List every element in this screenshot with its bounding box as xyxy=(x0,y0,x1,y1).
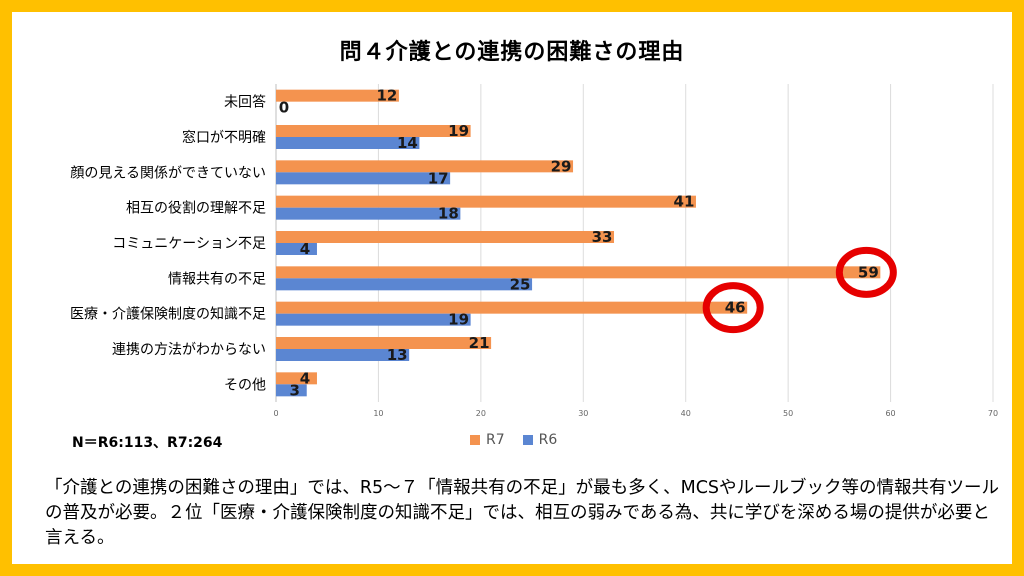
data-label: 3 xyxy=(290,381,300,399)
data-label: 13 xyxy=(387,346,408,364)
bar-r7 xyxy=(276,266,881,279)
data-label: 33 xyxy=(592,228,613,246)
category-label: 連携の方法がわからない xyxy=(112,342,266,358)
x-tick-label: 20 xyxy=(476,409,486,418)
bar-r7 xyxy=(276,160,574,173)
data-label: 41 xyxy=(674,193,695,211)
category-label: 情報共有の不足 xyxy=(168,271,266,287)
legend-swatch-r7 xyxy=(470,435,480,445)
data-label: 18 xyxy=(438,205,459,223)
chart-title: 問４介護との連携の困難さの理由 xyxy=(339,40,685,65)
category-label: 医療・介護保険制度の知識不足 xyxy=(70,306,266,323)
bar-r7 xyxy=(276,195,696,208)
slide-panel: 問４介護との連携の困難さの理由 0 10 20 30 40 50 60 70 未回答 12 0 窓口が… xyxy=(12,12,1012,564)
category-label: 相互の役割の理解不足 xyxy=(126,200,266,217)
bar-r6 xyxy=(276,207,461,220)
caption-text: 「介護との連携の困難さの理由」では、R5～７「情報共有の不足」が最も多く、MCS… xyxy=(45,478,1000,548)
legend-label-r6: R6 xyxy=(538,432,558,448)
data-label: 19 xyxy=(448,122,469,140)
bar-r7 xyxy=(276,125,471,137)
x-tick-label: 30 xyxy=(578,409,588,418)
bar-r6 xyxy=(276,278,533,291)
category-label: 窓口が不明確 xyxy=(182,129,266,146)
bar-r6 xyxy=(276,313,471,326)
x-tick-label: 40 xyxy=(681,409,691,418)
data-label: 0 xyxy=(279,99,289,117)
bar-r6 xyxy=(276,349,410,361)
data-label: 46 xyxy=(725,299,746,317)
bar-r7 xyxy=(276,231,615,243)
bar-r7 xyxy=(276,337,492,349)
highlight-circle xyxy=(835,246,897,298)
bar-r6 xyxy=(276,172,451,185)
legend-swatch-r6 xyxy=(522,435,533,445)
category-label: 未回答 xyxy=(224,94,266,111)
category-label: コミュニケーション不足 xyxy=(112,236,266,252)
data-label: 19 xyxy=(448,311,469,329)
category-label: 顔の見える関係ができていない xyxy=(70,165,266,181)
data-label: 4 xyxy=(300,240,310,258)
bar-chart: 0 10 20 30 40 50 60 70 未回答 12 0 窓口が不明確 19 14 顔の見える関係がで… xyxy=(70,84,998,418)
bar-r6 xyxy=(276,137,420,149)
x-tick-label: 50 xyxy=(783,409,793,418)
highlight-circle xyxy=(702,282,764,334)
sample-size-label: N＝R6:113、R7:264 xyxy=(72,435,223,451)
data-label: 12 xyxy=(376,87,397,105)
data-label: 4 xyxy=(300,369,310,387)
legend-label-r7: R7 xyxy=(486,432,505,448)
x-tick-label: 60 xyxy=(885,409,895,418)
x-tick-label: 70 xyxy=(988,409,998,418)
data-label: 17 xyxy=(428,169,449,187)
bar-r7 xyxy=(276,372,317,385)
data-label: 25 xyxy=(510,275,531,293)
data-label: 59 xyxy=(858,263,879,281)
bar-r6 xyxy=(276,243,317,255)
bar-r7 xyxy=(276,301,748,314)
chart-legend: R7 R6 xyxy=(470,432,557,448)
x-tick-label: 0 xyxy=(273,409,278,418)
bar-r6 xyxy=(276,384,307,397)
data-label: 21 xyxy=(469,334,490,352)
x-tick-label: 10 xyxy=(373,409,383,418)
data-label: 29 xyxy=(551,157,572,175)
category-label: その他 xyxy=(224,377,266,393)
bar-r7 xyxy=(276,89,399,102)
data-label: 14 xyxy=(397,134,418,152)
